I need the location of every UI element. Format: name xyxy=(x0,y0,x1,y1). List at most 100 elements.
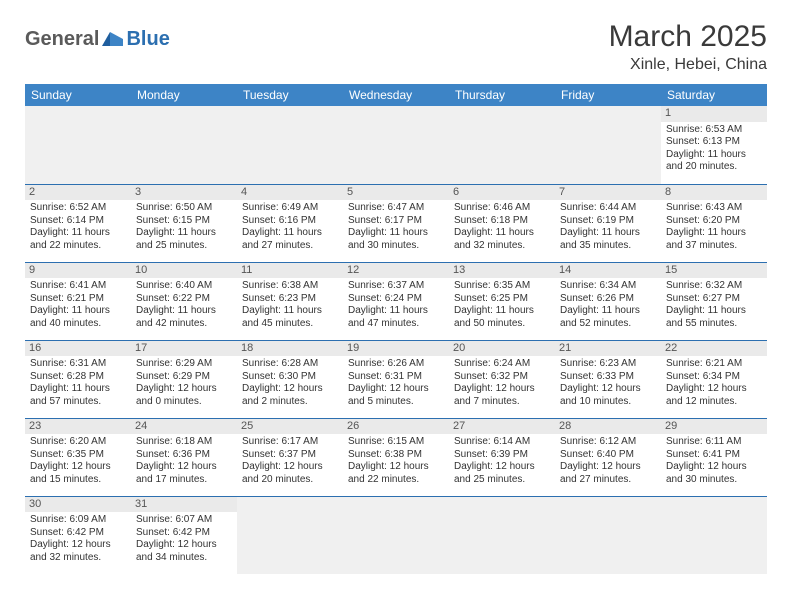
daylight-text: Daylight: 12 hours and 10 minutes. xyxy=(560,383,656,408)
weekday-header: Monday xyxy=(131,84,237,106)
week-row: 1Sunrise: 6:53 AMSunset: 6:13 PMDaylight… xyxy=(25,106,767,184)
day-number: 20 xyxy=(449,341,555,357)
sunset-text: Sunset: 6:38 PM xyxy=(348,449,444,462)
day-cell xyxy=(449,496,555,574)
day-cell: 30Sunrise: 6:09 AMSunset: 6:42 PMDayligh… xyxy=(25,496,131,574)
daylight-text: Daylight: 12 hours and 5 minutes. xyxy=(348,383,444,408)
sunrise-text: Sunrise: 6:43 AM xyxy=(666,202,762,215)
header: General Blue March 2025 Xinle, Hebei, Ch… xyxy=(25,20,767,74)
day-cell: 20Sunrise: 6:24 AMSunset: 6:32 PMDayligh… xyxy=(449,340,555,418)
day-cell: 19Sunrise: 6:26 AMSunset: 6:31 PMDayligh… xyxy=(343,340,449,418)
daylight-text: Daylight: 12 hours and 34 minutes. xyxy=(136,539,232,564)
sunrise-text: Sunrise: 6:34 AM xyxy=(560,280,656,293)
sunrise-text: Sunrise: 6:18 AM xyxy=(136,436,232,449)
logo-text-blue: Blue xyxy=(126,28,169,51)
sunrise-text: Sunrise: 6:15 AM xyxy=(348,436,444,449)
sunset-text: Sunset: 6:21 PM xyxy=(30,293,126,306)
sunrise-text: Sunrise: 6:35 AM xyxy=(454,280,550,293)
sunrise-text: Sunrise: 6:17 AM xyxy=(242,436,338,449)
sunset-text: Sunset: 6:15 PM xyxy=(136,215,232,228)
sunrise-text: Sunrise: 6:26 AM xyxy=(348,358,444,371)
day-cell: 28Sunrise: 6:12 AMSunset: 6:40 PMDayligh… xyxy=(555,418,661,496)
day-number: 8 xyxy=(661,185,767,201)
day-cell: 25Sunrise: 6:17 AMSunset: 6:37 PMDayligh… xyxy=(237,418,343,496)
day-cell xyxy=(25,106,131,184)
day-number: 14 xyxy=(555,263,661,279)
day-cell xyxy=(343,496,449,574)
daylight-text: Daylight: 11 hours and 55 minutes. xyxy=(666,305,762,330)
sunset-text: Sunset: 6:19 PM xyxy=(560,215,656,228)
calendar-table: Sunday Monday Tuesday Wednesday Thursday… xyxy=(25,84,767,574)
day-cell: 10Sunrise: 6:40 AMSunset: 6:22 PMDayligh… xyxy=(131,262,237,340)
daylight-text: Daylight: 12 hours and 25 minutes. xyxy=(454,461,550,486)
sunrise-text: Sunrise: 6:40 AM xyxy=(136,280,232,293)
daylight-text: Daylight: 11 hours and 40 minutes. xyxy=(30,305,126,330)
sunrise-text: Sunrise: 6:21 AM xyxy=(666,358,762,371)
daylight-text: Daylight: 11 hours and 35 minutes. xyxy=(560,227,656,252)
daylight-text: Daylight: 11 hours and 22 minutes. xyxy=(30,227,126,252)
daylight-text: Daylight: 11 hours and 42 minutes. xyxy=(136,305,232,330)
day-number: 17 xyxy=(131,341,237,357)
day-cell: 5Sunrise: 6:47 AMSunset: 6:17 PMDaylight… xyxy=(343,184,449,262)
day-number: 10 xyxy=(131,263,237,279)
weekday-header: Thursday xyxy=(449,84,555,106)
sunset-text: Sunset: 6:26 PM xyxy=(560,293,656,306)
sunrise-text: Sunrise: 6:37 AM xyxy=(348,280,444,293)
sunrise-text: Sunrise: 6:28 AM xyxy=(242,358,338,371)
sunset-text: Sunset: 6:40 PM xyxy=(560,449,656,462)
day-cell xyxy=(131,106,237,184)
day-number: 1 xyxy=(661,106,767,122)
sunset-text: Sunset: 6:31 PM xyxy=(348,371,444,384)
day-cell: 23Sunrise: 6:20 AMSunset: 6:35 PMDayligh… xyxy=(25,418,131,496)
daylight-text: Daylight: 12 hours and 32 minutes. xyxy=(30,539,126,564)
day-number: 13 xyxy=(449,263,555,279)
day-cell: 24Sunrise: 6:18 AMSunset: 6:36 PMDayligh… xyxy=(131,418,237,496)
sunrise-text: Sunrise: 6:41 AM xyxy=(30,280,126,293)
sunset-text: Sunset: 6:13 PM xyxy=(666,136,762,149)
sunset-text: Sunset: 6:33 PM xyxy=(560,371,656,384)
sunset-text: Sunset: 6:42 PM xyxy=(30,527,126,540)
sunrise-text: Sunrise: 6:47 AM xyxy=(348,202,444,215)
sunset-text: Sunset: 6:24 PM xyxy=(348,293,444,306)
daylight-text: Daylight: 12 hours and 27 minutes. xyxy=(560,461,656,486)
daylight-text: Daylight: 11 hours and 32 minutes. xyxy=(454,227,550,252)
location: Xinle, Hebei, China xyxy=(609,56,767,74)
daylight-text: Daylight: 11 hours and 50 minutes. xyxy=(454,305,550,330)
day-number: 26 xyxy=(343,419,449,435)
day-number: 25 xyxy=(237,419,343,435)
daylight-text: Daylight: 11 hours and 45 minutes. xyxy=(242,305,338,330)
day-cell: 7Sunrise: 6:44 AMSunset: 6:19 PMDaylight… xyxy=(555,184,661,262)
day-cell xyxy=(555,496,661,574)
weekday-header: Tuesday xyxy=(237,84,343,106)
day-cell: 3Sunrise: 6:50 AMSunset: 6:15 PMDaylight… xyxy=(131,184,237,262)
day-cell: 8Sunrise: 6:43 AMSunset: 6:20 PMDaylight… xyxy=(661,184,767,262)
sunrise-text: Sunrise: 6:20 AM xyxy=(30,436,126,449)
weekday-header: Sunday xyxy=(25,84,131,106)
sunrise-text: Sunrise: 6:12 AM xyxy=(560,436,656,449)
sunrise-text: Sunrise: 6:32 AM xyxy=(666,280,762,293)
page-title: March 2025 xyxy=(609,20,767,54)
sunrise-text: Sunrise: 6:46 AM xyxy=(454,202,550,215)
day-number: 24 xyxy=(131,419,237,435)
sunrise-text: Sunrise: 6:29 AM xyxy=(136,358,232,371)
day-cell: 27Sunrise: 6:14 AMSunset: 6:39 PMDayligh… xyxy=(449,418,555,496)
week-row: 2Sunrise: 6:52 AMSunset: 6:14 PMDaylight… xyxy=(25,184,767,262)
daylight-text: Daylight: 12 hours and 30 minutes. xyxy=(666,461,762,486)
sunrise-text: Sunrise: 6:24 AM xyxy=(454,358,550,371)
day-cell: 13Sunrise: 6:35 AMSunset: 6:25 PMDayligh… xyxy=(449,262,555,340)
sunset-text: Sunset: 6:22 PM xyxy=(136,293,232,306)
day-cell xyxy=(555,106,661,184)
day-cell xyxy=(237,106,343,184)
day-cell: 18Sunrise: 6:28 AMSunset: 6:30 PMDayligh… xyxy=(237,340,343,418)
day-cell: 6Sunrise: 6:46 AMSunset: 6:18 PMDaylight… xyxy=(449,184,555,262)
day-number: 28 xyxy=(555,419,661,435)
sunset-text: Sunset: 6:25 PM xyxy=(454,293,550,306)
week-row: 16Sunrise: 6:31 AMSunset: 6:28 PMDayligh… xyxy=(25,340,767,418)
day-cell: 22Sunrise: 6:21 AMSunset: 6:34 PMDayligh… xyxy=(661,340,767,418)
day-number: 21 xyxy=(555,341,661,357)
sunset-text: Sunset: 6:30 PM xyxy=(242,371,338,384)
sunrise-text: Sunrise: 6:50 AM xyxy=(136,202,232,215)
sunrise-text: Sunrise: 6:07 AM xyxy=(136,514,232,527)
day-number: 7 xyxy=(555,185,661,201)
day-number: 11 xyxy=(237,263,343,279)
